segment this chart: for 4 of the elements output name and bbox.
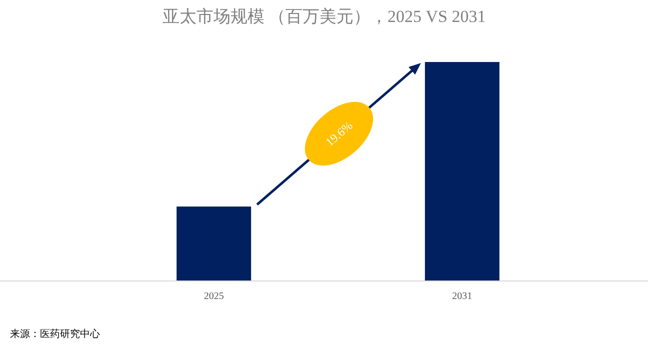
- source-note: 来源：医药研究中心: [10, 328, 100, 340]
- x-tick-label: 2031: [452, 291, 472, 302]
- x-tick-label: 2025: [204, 291, 224, 302]
- chart-title: 亚太市场规模 （百万美元），2025 VS 2031: [162, 7, 486, 26]
